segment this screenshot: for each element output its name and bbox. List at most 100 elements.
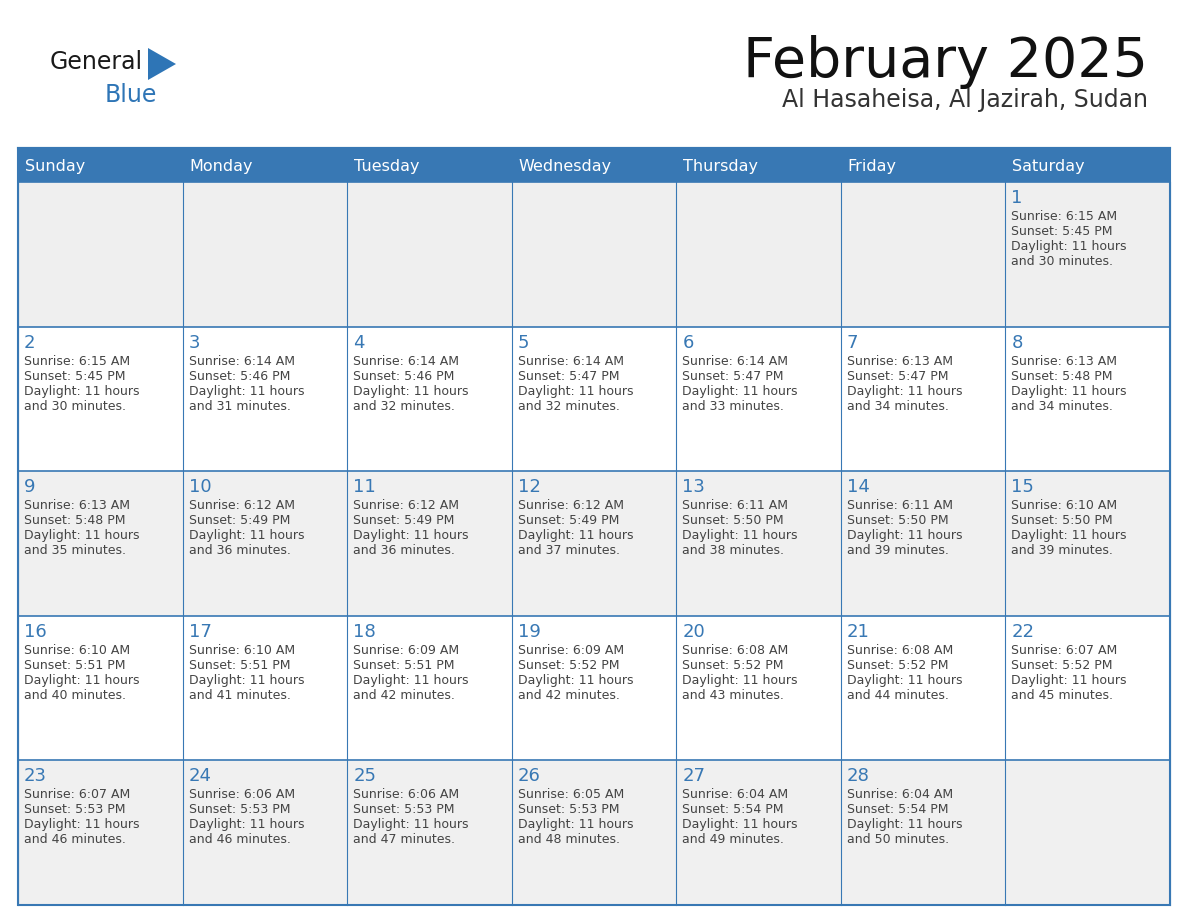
Text: Daylight: 11 hours: Daylight: 11 hours: [24, 529, 139, 543]
Text: Sunset: 5:48 PM: Sunset: 5:48 PM: [24, 514, 126, 527]
Text: Sunrise: 6:10 AM: Sunrise: 6:10 AM: [24, 644, 131, 656]
Text: Daylight: 11 hours: Daylight: 11 hours: [847, 674, 962, 687]
Bar: [18, 760, 1170, 905]
Text: Sunset: 5:50 PM: Sunset: 5:50 PM: [847, 514, 948, 527]
Text: and 32 minutes.: and 32 minutes.: [518, 399, 620, 412]
Text: 24: 24: [189, 767, 211, 786]
Text: and 36 minutes.: and 36 minutes.: [189, 544, 290, 557]
Text: Daylight: 11 hours: Daylight: 11 hours: [682, 674, 798, 687]
Text: 19: 19: [518, 622, 541, 641]
Text: 16: 16: [24, 622, 46, 641]
Text: 13: 13: [682, 478, 706, 497]
Text: and 30 minutes.: and 30 minutes.: [1011, 255, 1113, 268]
Bar: [18, 182, 1170, 327]
Text: Daylight: 11 hours: Daylight: 11 hours: [24, 385, 139, 397]
Text: and 48 minutes.: and 48 minutes.: [518, 834, 620, 846]
Text: 10: 10: [189, 478, 211, 497]
Text: 11: 11: [353, 478, 375, 497]
Text: Daylight: 11 hours: Daylight: 11 hours: [353, 819, 468, 832]
Bar: [18, 148, 183, 182]
Text: 15: 15: [1011, 478, 1035, 497]
Text: and 41 minutes.: and 41 minutes.: [189, 688, 290, 701]
Bar: [18, 471, 1170, 616]
Text: Sunset: 5:46 PM: Sunset: 5:46 PM: [189, 370, 290, 383]
Text: Sunset: 5:47 PM: Sunset: 5:47 PM: [847, 370, 948, 383]
Text: Sunrise: 6:15 AM: Sunrise: 6:15 AM: [24, 354, 131, 367]
Text: Sunrise: 6:10 AM: Sunrise: 6:10 AM: [1011, 499, 1118, 512]
Text: 7: 7: [847, 333, 859, 352]
Text: Sunrise: 6:09 AM: Sunrise: 6:09 AM: [353, 644, 460, 656]
Text: Sunset: 5:51 PM: Sunset: 5:51 PM: [24, 659, 126, 672]
Text: 18: 18: [353, 622, 375, 641]
Text: and 40 minutes.: and 40 minutes.: [24, 688, 126, 701]
Text: 21: 21: [847, 622, 870, 641]
Polygon shape: [148, 48, 176, 80]
Text: 28: 28: [847, 767, 870, 786]
Text: Daylight: 11 hours: Daylight: 11 hours: [353, 674, 468, 687]
Text: and 50 minutes.: and 50 minutes.: [847, 834, 949, 846]
Bar: [18, 148, 1170, 905]
Text: Sunset: 5:49 PM: Sunset: 5:49 PM: [189, 514, 290, 527]
Text: Daylight: 11 hours: Daylight: 11 hours: [518, 674, 633, 687]
Text: and 42 minutes.: and 42 minutes.: [353, 688, 455, 701]
Text: and 49 minutes.: and 49 minutes.: [682, 834, 784, 846]
Text: 23: 23: [24, 767, 48, 786]
Text: Sunrise: 6:12 AM: Sunrise: 6:12 AM: [353, 499, 459, 512]
Text: Blue: Blue: [105, 83, 157, 107]
Text: Sunrise: 6:14 AM: Sunrise: 6:14 AM: [353, 354, 459, 367]
Text: and 39 minutes.: and 39 minutes.: [847, 544, 949, 557]
Text: 17: 17: [189, 622, 211, 641]
Text: Daylight: 11 hours: Daylight: 11 hours: [518, 385, 633, 397]
Text: 6: 6: [682, 333, 694, 352]
Text: Monday: Monday: [190, 159, 253, 174]
Text: Sunset: 5:51 PM: Sunset: 5:51 PM: [353, 659, 455, 672]
Text: Sunrise: 6:15 AM: Sunrise: 6:15 AM: [1011, 210, 1118, 223]
Text: Saturday: Saturday: [1012, 159, 1085, 174]
Text: Daylight: 11 hours: Daylight: 11 hours: [518, 529, 633, 543]
Text: 22: 22: [1011, 622, 1035, 641]
Text: and 46 minutes.: and 46 minutes.: [24, 834, 126, 846]
Text: Sunrise: 6:14 AM: Sunrise: 6:14 AM: [189, 354, 295, 367]
Text: and 35 minutes.: and 35 minutes.: [24, 544, 126, 557]
Text: Sunset: 5:54 PM: Sunset: 5:54 PM: [682, 803, 784, 816]
Text: Sunrise: 6:12 AM: Sunrise: 6:12 AM: [518, 499, 624, 512]
Text: Sunset: 5:45 PM: Sunset: 5:45 PM: [24, 370, 126, 383]
Text: and 36 minutes.: and 36 minutes.: [353, 544, 455, 557]
Text: Daylight: 11 hours: Daylight: 11 hours: [847, 819, 962, 832]
Text: and 32 minutes.: and 32 minutes.: [353, 399, 455, 412]
Text: Sunrise: 6:14 AM: Sunrise: 6:14 AM: [682, 354, 789, 367]
Text: Daylight: 11 hours: Daylight: 11 hours: [847, 385, 962, 397]
Text: 12: 12: [518, 478, 541, 497]
Text: Sunset: 5:49 PM: Sunset: 5:49 PM: [518, 514, 619, 527]
Text: Tuesday: Tuesday: [354, 159, 419, 174]
Text: Sunset: 5:52 PM: Sunset: 5:52 PM: [682, 659, 784, 672]
Text: and 34 minutes.: and 34 minutes.: [1011, 399, 1113, 412]
Text: Sunrise: 6:11 AM: Sunrise: 6:11 AM: [847, 499, 953, 512]
Text: Daylight: 11 hours: Daylight: 11 hours: [24, 819, 139, 832]
Bar: [347, 148, 512, 182]
Text: Wednesday: Wednesday: [519, 159, 612, 174]
Text: Sunrise: 6:09 AM: Sunrise: 6:09 AM: [518, 644, 624, 656]
Text: Sunrise: 6:08 AM: Sunrise: 6:08 AM: [682, 644, 789, 656]
Text: Daylight: 11 hours: Daylight: 11 hours: [1011, 529, 1127, 543]
Text: Daylight: 11 hours: Daylight: 11 hours: [189, 819, 304, 832]
Text: Sunrise: 6:06 AM: Sunrise: 6:06 AM: [353, 789, 460, 801]
Text: 27: 27: [682, 767, 706, 786]
Text: Sunset: 5:53 PM: Sunset: 5:53 PM: [353, 803, 455, 816]
Text: and 44 minutes.: and 44 minutes.: [847, 688, 949, 701]
Text: 4: 4: [353, 333, 365, 352]
Text: Daylight: 11 hours: Daylight: 11 hours: [1011, 674, 1127, 687]
Text: 9: 9: [24, 478, 36, 497]
Text: Sunset: 5:52 PM: Sunset: 5:52 PM: [1011, 659, 1113, 672]
Text: Thursday: Thursday: [683, 159, 758, 174]
Text: Daylight: 11 hours: Daylight: 11 hours: [682, 529, 798, 543]
Text: and 33 minutes.: and 33 minutes.: [682, 399, 784, 412]
Text: Sunset: 5:52 PM: Sunset: 5:52 PM: [518, 659, 619, 672]
Text: Daylight: 11 hours: Daylight: 11 hours: [189, 385, 304, 397]
Text: Daylight: 11 hours: Daylight: 11 hours: [682, 819, 798, 832]
Text: Sunset: 5:48 PM: Sunset: 5:48 PM: [1011, 370, 1113, 383]
Text: 25: 25: [353, 767, 377, 786]
Text: Sunrise: 6:14 AM: Sunrise: 6:14 AM: [518, 354, 624, 367]
Bar: [512, 148, 676, 182]
Text: Sunrise: 6:04 AM: Sunrise: 6:04 AM: [682, 789, 789, 801]
